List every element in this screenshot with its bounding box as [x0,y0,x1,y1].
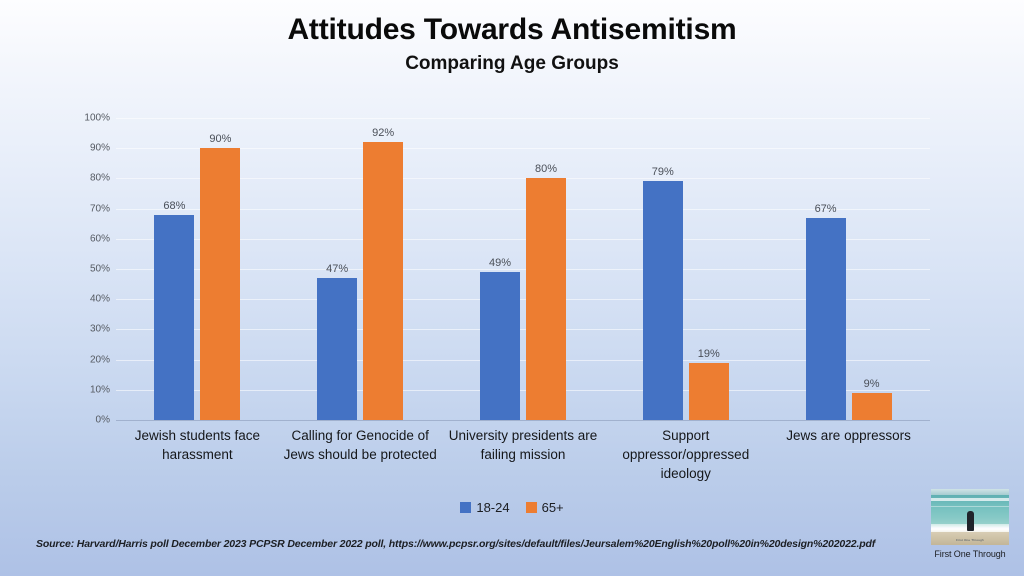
bar[interactable] [363,142,404,420]
gridline [116,208,930,210]
x-axis-category-label: Jewish students face harassment [134,428,261,463]
bar-slot: 47% [317,118,358,420]
y-axis-tick-label: 20% [89,354,110,366]
bar[interactable] [805,217,846,420]
bar-value-label: 9% [863,377,880,390]
y-axis-tick-label: 100% [84,112,110,124]
bar-value-label: 90% [209,133,232,146]
legend-label: 18-24 [476,500,510,515]
bar-slot: 68% [154,118,195,420]
bar-group: 79% 19% [604,118,767,420]
bar-slot: 90% [200,118,241,420]
gridline [116,359,930,361]
y-axis-tick-label: 30% [89,323,110,335]
bar-slot: 9% [851,118,892,420]
bar[interactable] [154,214,195,420]
bar-value-label: 92% [372,127,395,140]
gridline [116,178,930,180]
x-axis-category-label: Support oppressor/oppressed ideology [622,428,750,482]
bar-group: 67% 9% [767,118,930,420]
bar-value-label: 67% [814,202,837,215]
plot-area-gridlines [116,118,930,421]
bar-slot: 92% [363,118,404,420]
bar-value-label: 49% [488,257,511,270]
bar[interactable] [317,278,358,420]
logo-label: First One Through [934,549,1006,559]
gridline [116,269,930,270]
y-axis-tick-label: 90% [89,142,110,154]
bar-group: 49% 80% [442,118,605,420]
y-axis-tick-label: 50% [89,263,110,275]
chart-legend: 18-24 65+ [0,500,1024,515]
gridline [116,238,930,240]
legend-swatch-icon [460,502,472,513]
bar[interactable] [851,392,892,420]
y-axis-tick-label: 40% [89,293,110,305]
gridline [116,389,930,391]
bar-group: 68% 90% [116,118,279,420]
bar-value-label: 19% [697,347,720,360]
title-block: Attitudes Towards Antisemitism Comparing… [0,12,1024,76]
chart-plot-frame: 0% 10% 20% 30% 40% 50% 60% 70% 80% 90% 100% 68% 90%… [68,113,930,426]
bars-layer: 68% 90% 47% 92% 49% 80% 79% 19% 67% 9% [116,118,930,420]
x-axis: Jewish students face harassment Calling f… [116,426,930,483]
y-axis: 0% 10% 20% 30% 40% 50% 60% 70% 80% 90% 100% [68,113,110,426]
y-axis-tick-label: 60% [89,233,110,245]
logo-block: First One Through First One Through [931,489,1009,559]
legend-swatch-icon [525,502,537,513]
beach-photo-icon: First One Through [931,489,1009,545]
y-axis-tick-label: 0% [95,414,110,426]
bar[interactable] [642,181,683,420]
bar[interactable] [525,178,566,420]
bar-group: 47% 92% [279,118,442,420]
bar-slot: 80% [525,118,566,420]
bar-slot: 67% [805,118,846,420]
legend-item[interactable]: 18-24 [460,500,510,515]
x-axis-category-label: Calling for Genocide of Jews should be p… [283,428,437,463]
bar-slot: 79% [642,118,683,420]
bar-value-label: 68% [163,199,186,212]
x-axis-category-label: Jews are oppressors [786,428,911,443]
bar-value-label: 79% [651,166,674,179]
chart-subtitle: Comparing Age Groups [405,53,619,75]
bar-value-label: 80% [534,163,557,176]
bar[interactable] [688,362,729,420]
source-note: Source: Harvard/Harris poll December 202… [36,538,876,550]
y-axis-tick-label: 80% [89,172,110,184]
gridline [116,299,930,301]
x-axis-category-label: University presidents are failing missio… [448,428,598,463]
axis-baseline [116,420,930,421]
y-axis-tick-label: 70% [89,203,110,215]
bar-slot: 19% [688,118,729,420]
legend-label: 65+ [541,500,564,515]
gridline [116,329,930,331]
bar[interactable] [479,272,520,420]
bar-slot: 49% [479,118,520,420]
bar-value-label: 47% [326,263,349,276]
photo-watermark-text: First One Through [956,538,984,542]
page-title: Attitudes Towards Antisemitism [287,13,737,46]
y-axis-tick-label: 10% [89,384,110,396]
legend-item[interactable]: 65+ [525,500,564,515]
bar[interactable] [200,148,241,420]
gridline [116,148,930,150]
gridline [116,118,930,119]
